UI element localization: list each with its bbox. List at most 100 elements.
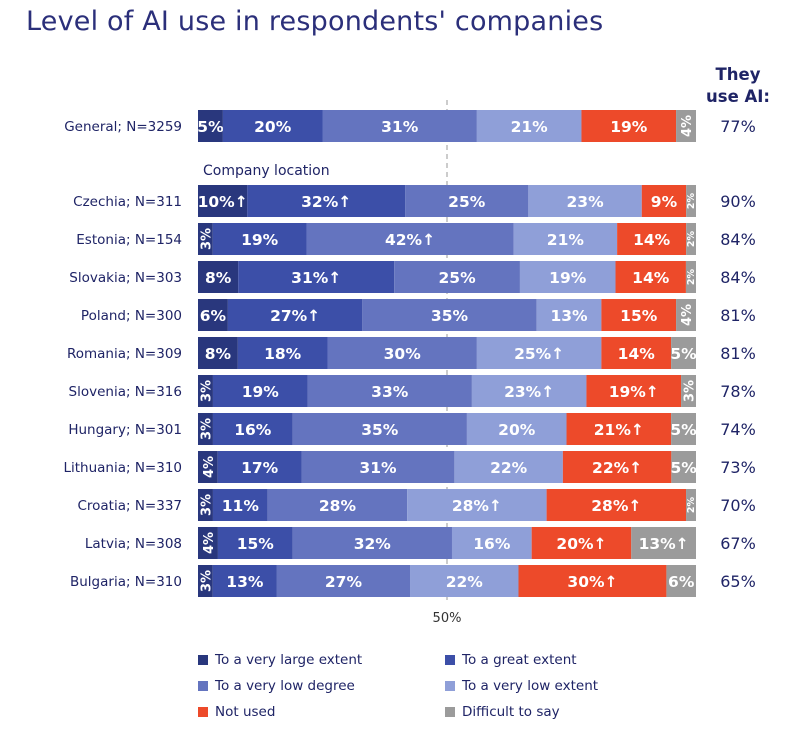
data-label: 6% [200, 307, 227, 325]
category-label: Poland; N=300 [81, 308, 182, 324]
data-label: 5% [670, 345, 697, 363]
bar-segment [237, 337, 328, 369]
bar-segment [528, 185, 642, 217]
they-use-ai-value: 84% [720, 268, 756, 287]
data-label: 11% [222, 497, 260, 515]
bar-segment [666, 565, 696, 597]
they-use-ai-value: 70% [720, 496, 756, 515]
bar-segment [466, 413, 567, 445]
they-use-ai-value: 84% [720, 230, 756, 249]
data-label: 3% [199, 494, 214, 516]
data-label: 21% [511, 118, 549, 136]
bar-segment [407, 489, 547, 521]
data-label: 15% [237, 535, 275, 553]
data-label: 31% [381, 118, 419, 136]
they-use-ai-value: 78% [720, 382, 756, 401]
data-label: 16% [473, 535, 511, 553]
bar-segment [222, 110, 323, 142]
data-label: 20%↑ [556, 535, 606, 553]
bar-segment [198, 527, 218, 559]
data-label: 20% [498, 421, 536, 439]
bar-segment [198, 489, 213, 521]
legend-swatch-difficult [445, 707, 455, 717]
they-use-ai-header: They use AI: [706, 65, 771, 106]
data-label: 4% [202, 532, 217, 554]
bar-segment [198, 185, 248, 217]
data-label: 13% [226, 573, 264, 591]
data-label: 35% [431, 307, 469, 325]
bar-segment [641, 185, 687, 217]
bar-segment [306, 223, 514, 255]
data-label: 22%↑ [592, 459, 642, 477]
data-label: 15% [620, 307, 658, 325]
data-label: 22% [490, 459, 528, 477]
fifty-percent-label: 50% [433, 611, 462, 626]
bar-segment [394, 261, 520, 293]
bar-segment [476, 110, 582, 142]
bar-segment [586, 375, 682, 407]
legend-item-very-low-degree: To a very low degree [198, 678, 355, 694]
bar-segment [301, 451, 455, 483]
data-label: 20% [254, 118, 292, 136]
bar-segment [581, 110, 677, 142]
bar-segment [198, 413, 213, 445]
legend-item-very-large: To a very large extent [198, 652, 362, 668]
data-label: 18% [264, 345, 302, 363]
bar-segment [536, 299, 602, 331]
bar-segment [198, 110, 223, 142]
data-label: 4% [202, 456, 217, 478]
bar-segment [601, 299, 677, 331]
bar-segment [518, 565, 667, 597]
data-label: 4% [680, 304, 695, 326]
stacked-bar-chart: 50% Company location General; N=3259 5% 20% 3… [63, 100, 756, 626]
bar-segment [676, 299, 696, 331]
data-label: 22% [446, 573, 484, 591]
data-label: 2% [686, 192, 697, 209]
data-label: 4% [680, 115, 695, 137]
they-use-ai-value: 67% [720, 534, 756, 553]
data-label: 33% [371, 383, 409, 401]
category-label: Slovenia; N=316 [69, 384, 182, 400]
data-label: 21%↑ [594, 421, 644, 439]
data-label: 19% [241, 231, 279, 249]
data-label: 9% [651, 193, 678, 211]
bar-segment [686, 489, 696, 521]
legend-item-great: To a great extent [445, 652, 577, 668]
they-use-ai-value: 74% [720, 420, 756, 439]
bar-segment [212, 565, 277, 597]
bar-segment [227, 299, 363, 331]
data-label: 19% [242, 383, 280, 401]
legend-swatch-very-low-degree [198, 681, 208, 691]
bar-segment [307, 375, 472, 407]
bar-segment [566, 413, 672, 445]
bar-segment [198, 337, 238, 369]
data-label: 27% [325, 573, 363, 591]
category-label: Romania; N=309 [67, 346, 182, 362]
bar-segment [671, 451, 696, 483]
bar-segment [198, 223, 213, 255]
bar-segment [671, 337, 696, 369]
bar-segment [676, 110, 696, 142]
data-label: 32%↑ [301, 193, 351, 211]
data-label: 2% [686, 230, 697, 247]
bar-segment [471, 375, 587, 407]
bar-segment [292, 413, 467, 445]
data-label: 14% [618, 345, 656, 363]
category-label: General; N=3259 [64, 119, 182, 135]
bar-segment [292, 527, 452, 559]
they-use-ai-value: 90% [720, 192, 756, 211]
data-label: 8% [205, 345, 232, 363]
category-label: Hungary; N=301 [68, 422, 182, 438]
data-label: 25%↑ [514, 345, 564, 363]
bar-segment [217, 451, 302, 483]
data-label: 5% [670, 421, 697, 439]
data-label: 30% [384, 345, 422, 363]
bar-segment [601, 337, 672, 369]
bar-segment [238, 261, 395, 293]
bar-segment [198, 565, 213, 597]
group-label-company-location: Company location [203, 163, 330, 179]
data-label: 13% [550, 307, 588, 325]
bar-segment [531, 527, 632, 559]
data-label: 14% [633, 231, 671, 249]
legend-label: Difficult to say [462, 704, 560, 720]
